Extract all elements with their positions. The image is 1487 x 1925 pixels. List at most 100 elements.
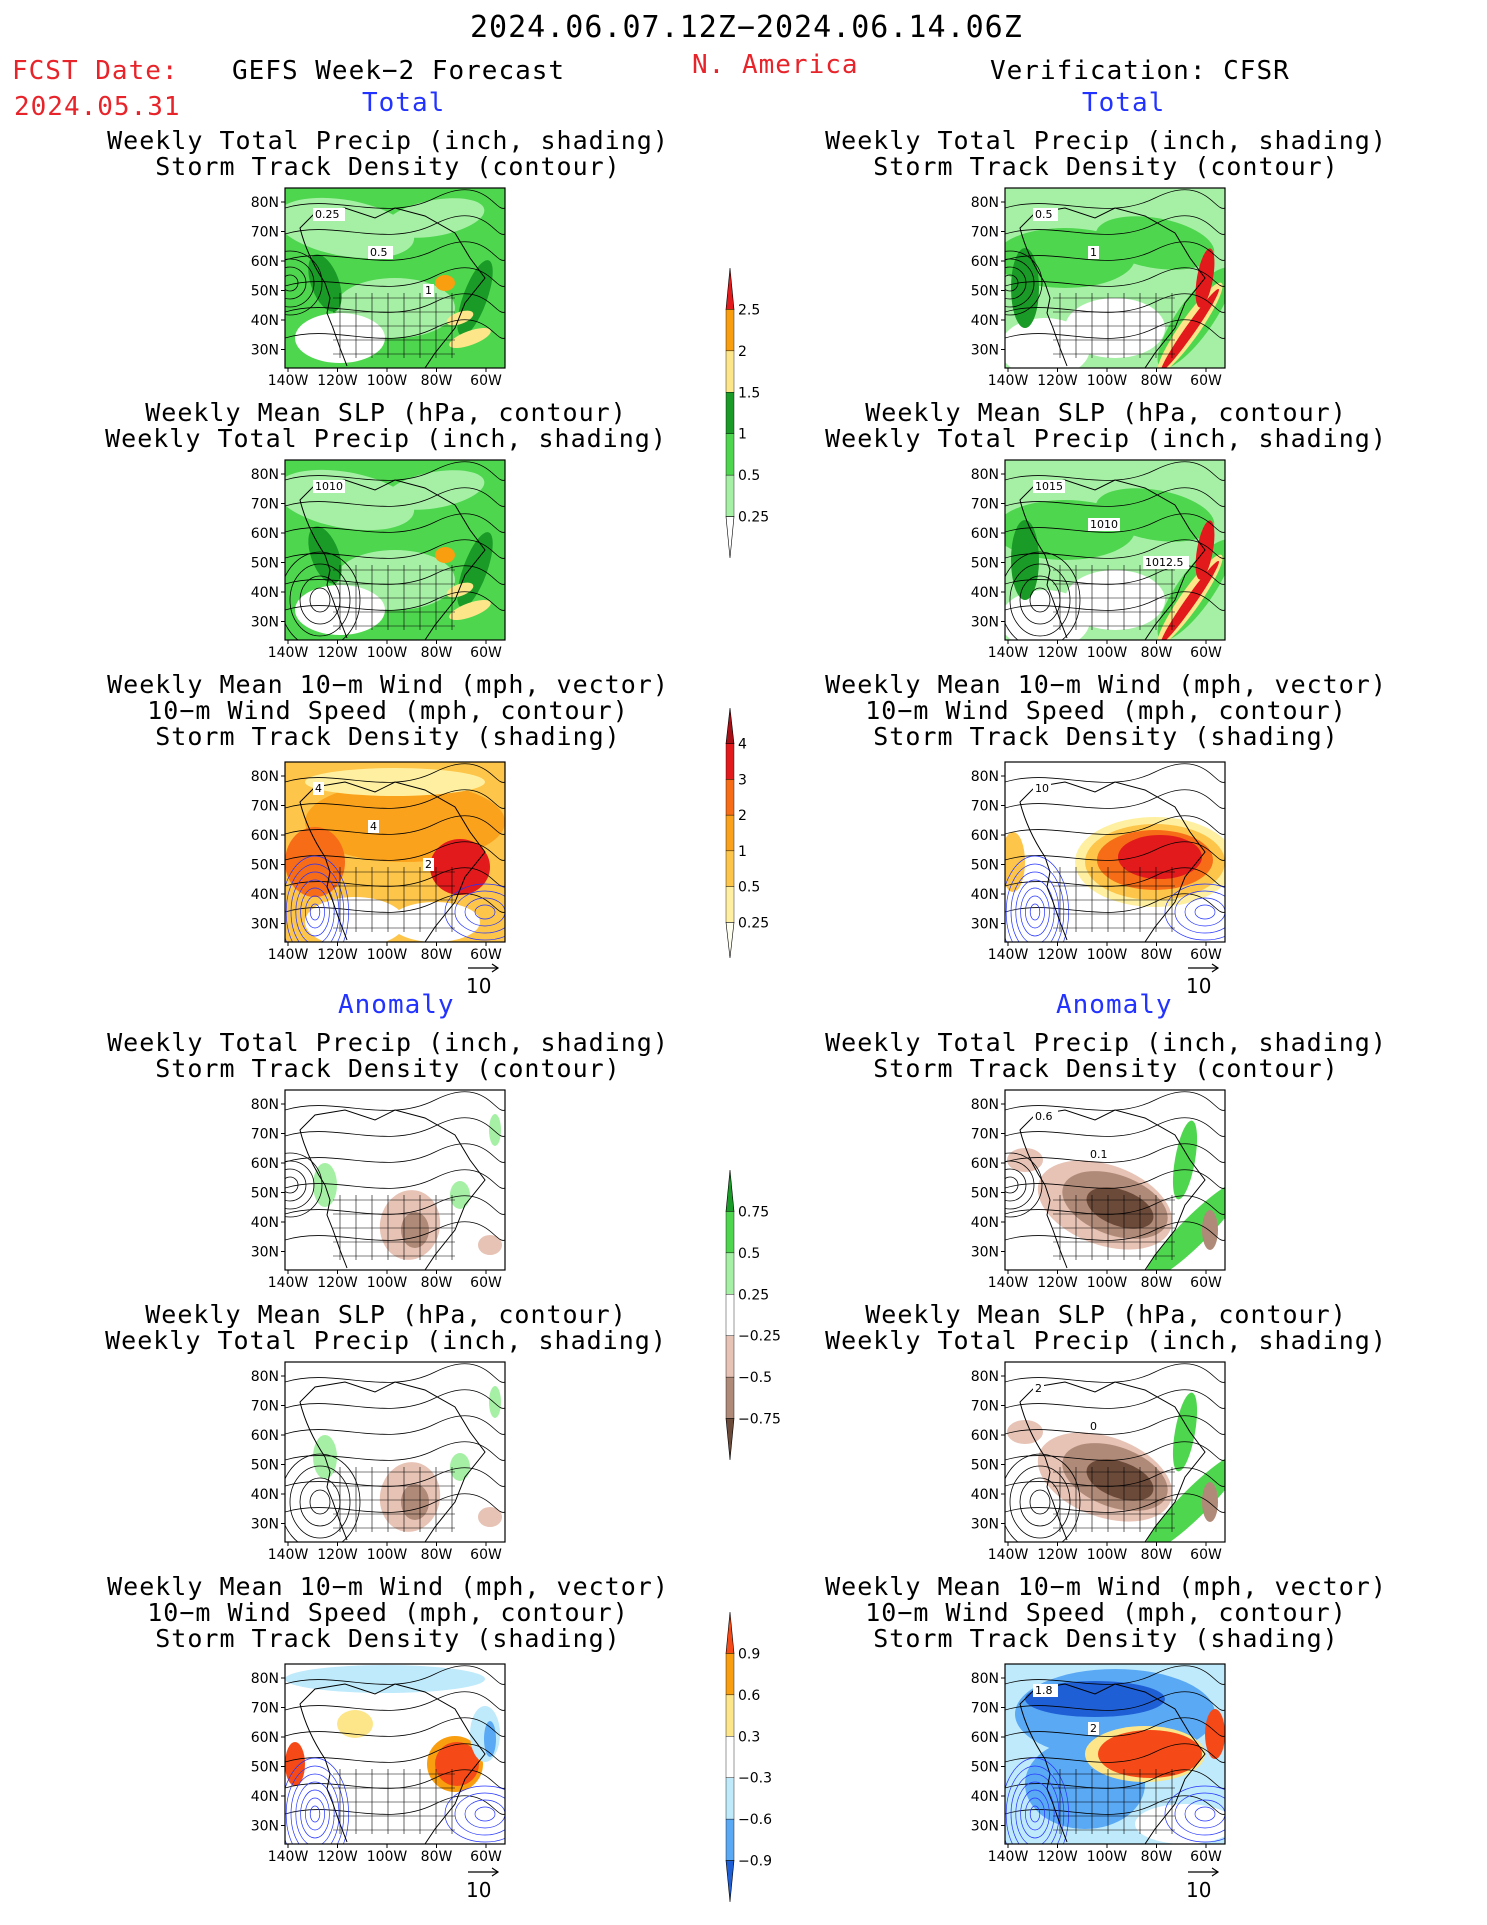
- lat-tick-label: 50N: [251, 284, 279, 300]
- colorbar-swatch: [725, 433, 735, 476]
- lon-tick-label: 140W: [268, 1849, 309, 1865]
- colorbar-label: 1: [738, 844, 747, 860]
- lat-tick-label: 50N: [251, 1458, 279, 1474]
- region-title: N. America: [692, 50, 859, 80]
- colorbar-swatch: [725, 850, 735, 887]
- contour-label: 1: [1090, 246, 1097, 259]
- map-frame: [284, 459, 506, 641]
- lon-tick-label: 120W: [317, 645, 358, 661]
- lon-tick-label: 80W: [1141, 645, 1173, 661]
- lon-tick-label: 80W: [1141, 1849, 1173, 1865]
- wind-reference-arrow-2: 10: [1186, 962, 1222, 998]
- lon-tick-label: 100W: [1087, 645, 1128, 661]
- lon-tick-label: 60W: [1190, 1275, 1222, 1291]
- wind-reference-arrow-1: 10: [466, 962, 502, 998]
- colorbar-label: 4: [738, 737, 747, 753]
- lon-tick-label: 140W: [988, 1275, 1029, 1291]
- lat-tick-label: 40N: [251, 313, 279, 329]
- title-fc-anom-precip: Weekly Total Precip (inch, shading) Storm…: [107, 1028, 669, 1083]
- lat-tick-label: 80N: [251, 195, 279, 211]
- lat-tick-label: 50N: [251, 1760, 279, 1776]
- lon-tick-label: 80W: [421, 1275, 453, 1291]
- lon-tick-label: 120W: [1037, 1849, 1078, 1865]
- colorbar-swatch: [725, 516, 735, 559]
- title-ver-anom-wind: Weekly Mean 10−m Wind (mph, vector) 10−m …: [825, 1572, 1387, 1653]
- map-panel-fc-total-precip: 0.25 0.5 1 80N 70N 60N 50N 40N 30N 140W 120W 100W 80…: [245, 180, 515, 394]
- lon-tick-label: 100W: [367, 373, 408, 389]
- lat-tick-label: 40N: [971, 1215, 999, 1231]
- lat-tick-label: 80N: [251, 769, 279, 785]
- lon-tick-label: 120W: [1037, 1275, 1078, 1291]
- colorbar-swatch: [725, 309, 735, 352]
- lat-tick-label: 60N: [251, 254, 279, 270]
- lat-tick-label: 60N: [971, 254, 999, 270]
- lat-tick-label: 80N: [971, 467, 999, 483]
- fcst-date-label: FCST Date:: [12, 56, 179, 86]
- lon-tick-label: 100W: [367, 1547, 408, 1563]
- lon-tick-label: 60W: [470, 1547, 502, 1563]
- lon-tick-label: 140W: [268, 1547, 309, 1563]
- colorbar-swatch: [725, 814, 735, 852]
- lon-tick-label: 140W: [268, 947, 309, 963]
- colorbar-label: 0.6: [738, 1688, 760, 1704]
- lat-tick-label: 40N: [251, 1215, 279, 1231]
- colorbar-swatch: [725, 350, 735, 393]
- colorbar-precip_total: 2.5 2 1.5 1 0.5 0.25: [720, 267, 790, 566]
- lon-tick-label: 80W: [1141, 1547, 1173, 1563]
- colorbar-swatch: [725, 1818, 735, 1861]
- colorbar-swatch: [725, 1211, 735, 1254]
- map-frame: [1004, 459, 1226, 641]
- colorbar-track_total: 4 3 2 1 0.5 0.25: [720, 707, 790, 966]
- date-range-title: 2024.06.07.12Z−2024.06.14.06Z: [470, 10, 1023, 45]
- map-panel-ver-anom-slp: 2 0 80N 70N 60N 50N 40N 30N 140W 120W 100W 80W 60W: [965, 1354, 1235, 1568]
- colorbar-swatch: [725, 1777, 735, 1820]
- lat-tick-label: 30N: [971, 917, 999, 933]
- lat-tick-label: 30N: [971, 343, 999, 359]
- map-panel-ver-anom-precip: 0.6 0.1 80N 70N 60N 50N 40N 30N 140W 120W 100W 80W 6…: [965, 1082, 1235, 1296]
- lat-tick-label: 70N: [971, 1127, 999, 1143]
- colorbar-label: 0.5: [738, 880, 760, 896]
- lon-tick-label: 140W: [988, 373, 1029, 389]
- map-frame: [284, 1361, 506, 1543]
- lon-tick-label: 80W: [421, 947, 453, 963]
- lat-tick-label: 40N: [251, 1487, 279, 1503]
- lat-tick-label: 70N: [251, 1399, 279, 1415]
- lat-tick-label: 40N: [251, 1789, 279, 1805]
- colorbar-swatch: [725, 1418, 735, 1461]
- lat-tick-label: 30N: [971, 1517, 999, 1533]
- lat-tick-label: 80N: [971, 1097, 999, 1113]
- section-anomaly-right: Anomaly: [1056, 990, 1173, 1020]
- lat-tick-label: 50N: [971, 1458, 999, 1474]
- colorbar-label: 2: [738, 808, 747, 824]
- contour-label: 1015: [1035, 480, 1063, 493]
- lon-tick-label: 140W: [268, 373, 309, 389]
- title-ver-total-precip: Weekly Total Precip (inch, shading) Storm…: [825, 126, 1387, 181]
- lat-tick-label: 40N: [971, 1487, 999, 1503]
- map-panel-fc-total-wind: 4 4 2 80N 70N 60N 50N 40N 30N 140W 120W 100W 80W 60W: [245, 754, 515, 968]
- section-total-left: Total: [362, 88, 446, 118]
- lon-tick-label: 120W: [317, 1275, 358, 1291]
- lon-tick-label: 80W: [421, 645, 453, 661]
- lat-tick-label: 80N: [971, 195, 999, 211]
- lon-tick-label: 120W: [317, 1547, 358, 1563]
- lon-tick-label: 60W: [1190, 645, 1222, 661]
- lon-tick-label: 100W: [1087, 1547, 1128, 1563]
- colorbar-track_anom: 0.9 0.6 0.3 −0.3 −0.6 −0.9: [720, 1611, 790, 1910]
- contour-label: 1.8: [1035, 1684, 1053, 1697]
- lat-tick-label: 40N: [971, 585, 999, 601]
- lat-tick-label: 30N: [251, 615, 279, 631]
- lat-tick-label: 70N: [971, 1701, 999, 1717]
- lon-tick-label: 140W: [988, 645, 1029, 661]
- map-panel-ver-total-slp: 1015 1010 1012.5 80N 70N 60N 50N 40N 30N 140W 120W…: [965, 452, 1235, 666]
- lon-tick-label: 100W: [1087, 1849, 1128, 1865]
- lon-tick-label: 60W: [470, 1275, 502, 1291]
- colorbar-swatch: [725, 707, 735, 745]
- colorbar-swatch: [725, 1294, 735, 1336]
- colorbar-label: −0.5: [738, 1370, 772, 1386]
- lat-tick-label: 60N: [251, 828, 279, 844]
- lat-tick-label: 80N: [971, 1369, 999, 1385]
- lat-tick-label: 40N: [971, 1789, 999, 1805]
- colorbar-swatch: [725, 779, 735, 816]
- lon-tick-label: 140W: [988, 947, 1029, 963]
- lat-tick-label: 70N: [251, 497, 279, 513]
